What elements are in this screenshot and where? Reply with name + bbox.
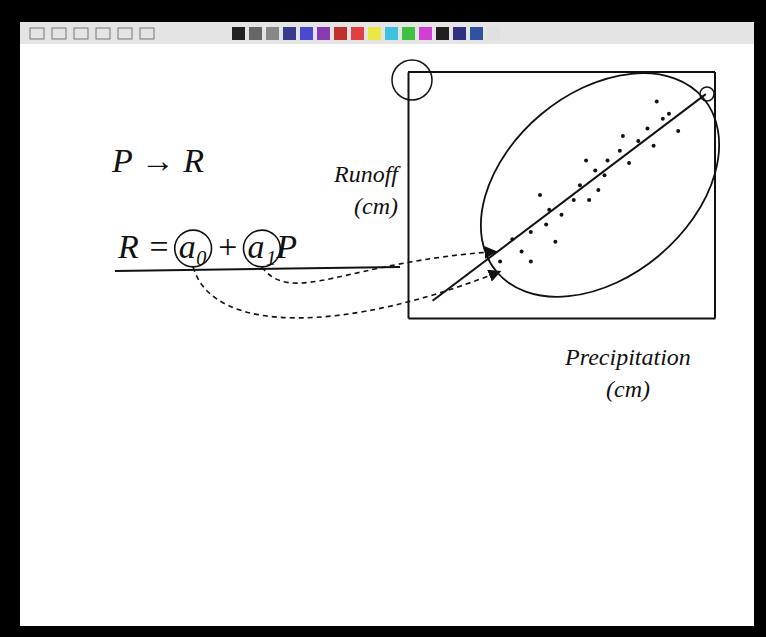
color-swatch	[436, 27, 449, 40]
tool-icon	[30, 28, 44, 39]
coefficient-circle	[243, 230, 280, 267]
data-point	[587, 198, 591, 202]
data-point	[572, 198, 576, 202]
fit-line	[433, 94, 706, 301]
data-point	[544, 223, 548, 227]
data-point	[560, 213, 564, 217]
plot-frame	[408, 71, 715, 73]
data-point	[627, 161, 631, 165]
pointer-arrow	[262, 252, 496, 284]
plot-frame	[714, 72, 716, 318]
sketch-circle	[700, 87, 714, 101]
data-point	[498, 259, 502, 263]
color-swatch	[334, 27, 347, 40]
y-axis	[408, 73, 409, 319]
data-point	[652, 144, 656, 148]
axis-line	[409, 318, 716, 320]
color-swatch	[487, 27, 500, 40]
y-axis-title: Runoff(cm)	[333, 161, 401, 219]
toolbar-swatches	[30, 27, 500, 40]
color-swatch	[453, 27, 466, 40]
color-swatch	[300, 27, 313, 40]
axis-line	[408, 73, 410, 319]
coefficient-circle	[175, 230, 212, 267]
tool-icon	[140, 28, 154, 39]
tool-icon	[74, 28, 88, 39]
data-point	[655, 100, 659, 104]
toolbar	[20, 22, 754, 44]
page: Runoff(cm)Precipitation(cm)P → RR = a₀ +…	[0, 0, 766, 637]
color-swatch	[232, 27, 245, 40]
data-point	[621, 134, 625, 138]
data-point	[618, 149, 622, 153]
data-point	[667, 112, 671, 116]
data-point	[520, 250, 524, 254]
screen-frame	[0, 0, 766, 637]
color-swatch	[351, 27, 364, 40]
color-swatch	[283, 27, 296, 40]
x-axis-title: Precipitation(cm)	[564, 344, 691, 402]
underline	[115, 267, 400, 271]
color-swatch	[368, 27, 381, 40]
color-swatch	[317, 27, 330, 40]
color-swatch	[470, 27, 483, 40]
data-point	[578, 183, 582, 187]
data-point	[538, 193, 542, 197]
data-point	[645, 127, 649, 131]
data-point	[553, 240, 557, 244]
tool-icon	[96, 28, 110, 39]
tool-icon	[52, 28, 66, 39]
data-point	[593, 168, 597, 172]
sketch-circle	[392, 60, 432, 100]
x-axis	[409, 318, 716, 319]
annotation: P → R	[111, 142, 204, 179]
envelope	[437, 28, 762, 343]
whiteboard	[20, 22, 754, 626]
data-point	[584, 159, 588, 163]
data-point	[606, 159, 610, 163]
data-point	[661, 117, 665, 121]
color-swatch	[385, 27, 398, 40]
color-swatch	[402, 27, 415, 40]
color-swatch	[266, 27, 279, 40]
color-swatch	[419, 27, 432, 40]
tool-icon	[118, 28, 132, 39]
color-swatch	[249, 27, 262, 40]
data-point	[529, 230, 533, 234]
data-point	[602, 173, 606, 177]
data-point	[676, 129, 680, 133]
plot-marks	[433, 94, 706, 301]
data-point	[596, 188, 600, 192]
data-point	[636, 139, 640, 143]
data-point	[529, 259, 533, 263]
